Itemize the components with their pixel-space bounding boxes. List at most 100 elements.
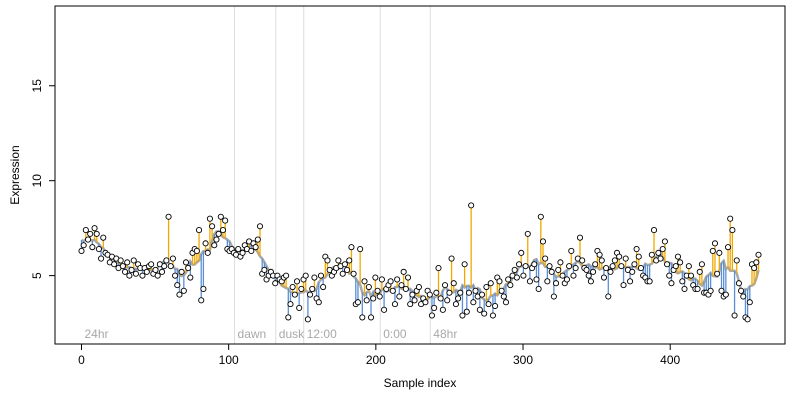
data-point [283,272,290,279]
data-point [422,299,429,306]
data-point [174,282,181,289]
data-point [163,257,170,264]
data-point [566,263,573,270]
data-point [365,283,372,291]
data-point [272,280,279,287]
data-point [507,282,514,289]
data-point [437,295,444,302]
data-point [520,272,527,279]
data-point [485,301,492,308]
data-point [694,285,701,292]
data-point [729,227,736,234]
data-point [518,249,525,256]
data-point [655,249,662,256]
data-point [524,230,531,237]
data-point [557,259,564,266]
data-point [478,291,486,298]
data-point [489,312,496,319]
data-point [165,213,172,220]
y-tick-label: 15 [30,79,44,93]
data-point [248,247,255,255]
data-point [446,289,453,296]
data-point [302,272,309,279]
data-point [394,276,401,283]
data-point [178,268,185,275]
data-point [200,285,207,292]
data-point [470,299,477,306]
data-point [209,223,216,230]
data-point [496,278,503,285]
data-point [387,278,394,285]
data-point [315,299,322,306]
data-point [698,261,705,268]
x-tick-label: 400 [660,353,680,367]
data-point [546,263,553,270]
x-axis: 0 100 200 300 400 [78,343,681,367]
data-point [252,244,259,251]
data-point [130,257,137,264]
data-point [714,270,721,277]
data-point [733,257,740,264]
data-point [611,257,618,264]
data-point [169,255,176,262]
data-point [568,247,575,255]
data-point [376,293,383,300]
data-point [696,268,703,275]
data-point [600,274,607,281]
data-point [182,259,190,266]
data-point [357,246,364,253]
data-point [335,257,342,264]
data-point [515,261,523,268]
data-point [576,234,584,241]
data-point [350,270,357,277]
data-point [367,314,375,321]
data-point [80,242,87,249]
data-point [441,282,449,289]
data-point [455,295,462,302]
data-point [219,227,227,234]
region-dividers [234,6,431,344]
data-point [428,312,436,319]
data-point [605,293,612,300]
data-point [289,283,296,291]
data-point [139,272,146,279]
data-point [709,247,716,255]
data-point [607,268,614,275]
data-point [148,261,155,268]
data-point [185,264,192,272]
data-point [677,259,684,266]
data-point [553,280,560,287]
data-point [459,312,466,319]
data-point [539,238,547,245]
data-point [161,263,168,270]
data-point [298,285,305,292]
data-point [126,272,133,279]
data-point [389,287,396,294]
data-point [372,274,379,281]
data-point [402,285,409,292]
data-point [261,266,268,273]
data-point [511,266,518,273]
data-point [707,287,714,294]
data-point [753,259,760,266]
data-point [657,255,664,262]
data-point [235,246,242,253]
data-point [154,272,161,279]
data-point [124,259,131,266]
data-point [535,285,542,292]
data-point [559,272,566,279]
data-point [674,253,682,260]
data-point [722,291,729,298]
data-point [435,264,442,272]
data-point [100,234,107,241]
x-tick-label: 300 [513,353,533,367]
data-point [344,266,351,273]
region-label: 12:00 [307,327,337,341]
y-axis-title: Expression [8,145,22,204]
data-point [548,268,555,275]
data-point [522,263,529,270]
data-point [117,257,124,264]
data-point [309,285,316,292]
data-point [239,249,246,256]
